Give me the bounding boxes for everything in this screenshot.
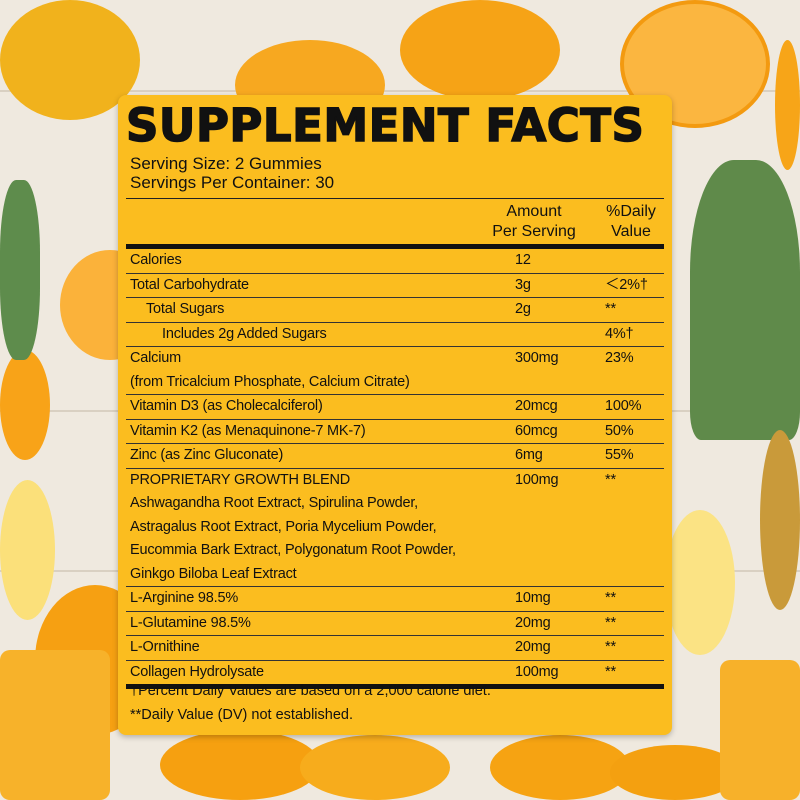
mango-cubes-image [720, 660, 800, 800]
daily-value: 55% [605, 447, 634, 463]
mango-cubes-image [0, 650, 110, 800]
thick-divider [126, 244, 664, 249]
panel-title: SUPPLEMENT FACTS [125, 98, 645, 153]
nutrient-name: Total Sugars [146, 301, 225, 317]
orange-image [400, 0, 560, 100]
footnote-percent-dv: †Percent Daily Values are based on a 2,0… [130, 683, 491, 699]
nutrient-name: L-Arginine 98.5% [130, 590, 239, 606]
nutrient-name: Zinc (as Zinc Gluconate) [130, 447, 284, 463]
amount-header: Amount Per Serving [484, 202, 584, 242]
blend-ingredients: Astragalus Root Extract, Poria Mycelium … [130, 518, 437, 535]
nutrient-name: L-Glutamine 98.5% [130, 614, 251, 631]
table-row: Total Carbohydrate 3g ＜2%† [126, 274, 664, 298]
facts-table: Amount Per Serving %Daily Value Calories 12… [126, 198, 664, 689]
daily-value: ＜2%† [605, 276, 648, 293]
nutrient-name: Calories [130, 252, 182, 268]
table-row: Total Sugars 2g ** [126, 298, 664, 323]
nutrient-name: Vitamin D3 (as Cholecalciferol) [130, 398, 323, 414]
serving-size: Serving Size: 2 Gummies [130, 154, 322, 173]
servings-per-container: Servings Per Container: 30 [130, 173, 335, 192]
blend-ingredients: Eucommia Bark Extract, Polygonatum Root … [130, 542, 456, 558]
blend-name: PROPRIETARY GROWTH BLEND [130, 471, 350, 488]
amount: 12 [515, 252, 531, 268]
pineapple-leaves-image [690, 160, 800, 440]
nutrient-name: Total Carbohydrate [130, 276, 249, 293]
dv-header-line: %Daily [606, 203, 656, 220]
blend-ingredients: Ginkgo Biloba Leaf Extract [130, 565, 297, 582]
amount: 100mg [515, 471, 559, 488]
nutrient-name: Collagen Hydrolysate [130, 663, 264, 680]
lemon-slice-image [665, 510, 735, 655]
daily-value: ** [605, 639, 616, 655]
table-row: Collagen Hydrolysate 100mg ** [126, 661, 664, 685]
divider [126, 198, 664, 199]
daily-value: 50% [605, 422, 634, 439]
amount: 6mg [515, 447, 543, 463]
daily-value: ** [605, 301, 616, 317]
lemon-slice-image [0, 480, 55, 620]
daily-value-header: %Daily Value [596, 202, 666, 242]
dv-header-line: Value [611, 223, 651, 240]
pineapple-leaves-image [0, 180, 40, 360]
daily-value: 100% [605, 398, 642, 414]
amount-header-line: Amount [506, 203, 562, 220]
orange-image [490, 735, 630, 800]
table-row: L-Arginine 98.5% 10mg ** [126, 587, 664, 612]
amount: 2g [515, 301, 531, 317]
daily-value: ** [605, 590, 616, 606]
orange-image [300, 735, 450, 800]
pineapple-image [760, 430, 800, 610]
amount: 20mcg [515, 398, 558, 414]
amount: 10mg [515, 590, 551, 606]
thick-divider [126, 684, 664, 689]
orange-image [610, 745, 740, 800]
orange-slice-image [0, 350, 50, 460]
daily-value: ** [605, 663, 616, 680]
daily-value: 23% [605, 350, 634, 366]
table-row: Vitamin K2 (as Menaquinone-7 MK-7) 60mcg 5… [126, 420, 664, 444]
table-row: PROPRIETARY GROWTH BLEND Ashwagandha Roo… [126, 469, 664, 587]
blend-ingredients: Ashwagandha Root Extract, Spirulina Powd… [130, 495, 419, 511]
daily-value: ** [605, 471, 616, 488]
amount-header-line: Per Serving [492, 223, 576, 240]
orange-image [775, 40, 800, 170]
amount: 3g [515, 276, 531, 293]
nutrient-name: Includes 2g Added Sugars [162, 325, 327, 342]
table-row: Zinc (as Zinc Gluconate) 6mg 55% [126, 444, 664, 469]
amount: 100mg [515, 663, 559, 680]
wood-plank-line [0, 90, 800, 92]
nutrient-name: Vitamin K2 (as Menaquinone-7 MK-7) [130, 422, 366, 439]
supplement-facts-panel: SUPPLEMENT FACTS Serving Size: 2 Gummies… [118, 95, 672, 735]
table-row: Vitamin D3 (as Cholecalciferol) 20mcg 100% [126, 395, 664, 420]
table-row: Includes 2g Added Sugars 4%† [126, 323, 664, 347]
footnote-dv-not-established: **Daily Value (DV) not established. [130, 707, 353, 723]
table-row: L-Ornithine 20mg ** [126, 636, 664, 661]
daily-value: ** [605, 614, 616, 631]
mango-image [0, 0, 140, 120]
amount: 20mg [515, 639, 551, 655]
amount: 60mcg [515, 422, 558, 439]
daily-value: 4%† [605, 325, 634, 342]
amount: 300mg [515, 350, 559, 366]
amount: 20mg [515, 614, 551, 631]
table-row: L-Glutamine 98.5% 20mg ** [126, 612, 664, 636]
nutrient-source: (from Tricalcium Phosphate, Calcium Citr… [130, 373, 410, 390]
table-header: Amount Per Serving %Daily Value [126, 199, 664, 244]
table-row: Calories 12 [126, 249, 664, 274]
nutrient-name: Calcium [130, 350, 181, 366]
orange-image [160, 730, 320, 800]
table-row: Calcium (from Tricalcium Phosphate, Calci… [126, 347, 664, 395]
nutrient-name: L-Ornithine [130, 639, 200, 655]
